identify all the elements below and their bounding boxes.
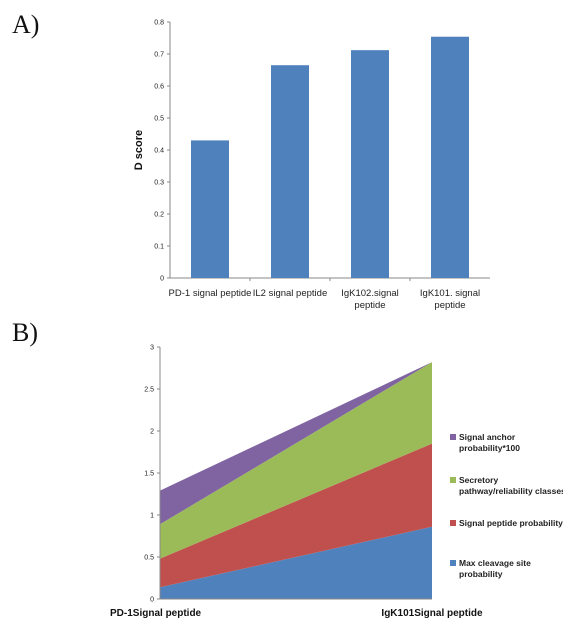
chart-a-category-label: IgK102.signal [341,288,399,299]
chart-b-category-label: PD-1Signal peptide [110,608,202,619]
panel-label-a: A) [12,10,40,39]
panel-label-b: B) [12,318,38,347]
chart-a-y-tick-label: 0.7 [154,52,164,59]
chart-a-category-label: IgK101. signal [420,288,480,299]
chart-a-y-tick-label: 0.4 [154,148,164,155]
chart-a-bar [431,36,469,278]
chart-b-y-tick-label: 0.5 [144,555,154,562]
chart-b-legend-label: probability [459,569,503,579]
chart-b-area-series [160,362,432,525]
chart-b-legend-swatch [450,477,456,483]
chart-b-y-tick-label: 2 [150,429,154,436]
chart-b-legend-label: Signal anchor [459,432,516,442]
chart-a-y-tick-label: 0.6 [154,84,164,91]
chart-b-legend-label: probability*100 [459,443,520,453]
chart-b-category-label: IgK101Signal peptide [381,608,483,619]
chart-a-y-tick-label: 0.5 [154,116,164,123]
chart-a-y-tick-label: 0 [160,276,164,283]
chart-a-y-tick-label: 0.1 [154,244,164,251]
chart-a-category-label: PD-1 signal peptide [169,288,252,299]
chart-b-legend-swatch [450,560,456,566]
chart-b-legend-label: Signal peptide probability [459,518,563,528]
chart-b-y-tick-label: 2.5 [144,387,154,394]
chart-a-bar [191,140,229,278]
chart-b-area-series [160,526,432,599]
chart-b-legend-swatch [450,520,456,526]
chart-a-y-axis-title: D score [133,130,145,170]
chart-b-y-tick-label: 1 [150,513,154,520]
chart-a-bar [351,50,389,278]
chart-a-bar [271,65,309,278]
chart-b-legend-label: Secretory [459,475,498,485]
chart-a-category-label: peptide [354,300,385,311]
chart-b-legend-swatch [450,434,456,440]
chart-a-category-label: peptide [434,300,465,311]
chart-b-y-tick-label: 1.5 [144,471,154,478]
chart-b-legend-label: Max cleavage site [459,558,531,568]
chart-a-y-tick-label: 0.2 [154,212,164,219]
chart-a-category-label: IL2 signal peptide [253,288,327,299]
chart-b-area-series [160,443,432,588]
chart-b-area-series [160,362,432,559]
chart-b-y-tick-label: 3 [150,345,154,352]
chart-a-y-tick-label: 0.3 [154,180,164,187]
chart-b-y-tick-label: 0 [150,597,154,604]
chart-a-y-tick-label: 0.8 [154,20,164,27]
chart-b-legend-label: pathway/reliability classes [459,486,563,496]
